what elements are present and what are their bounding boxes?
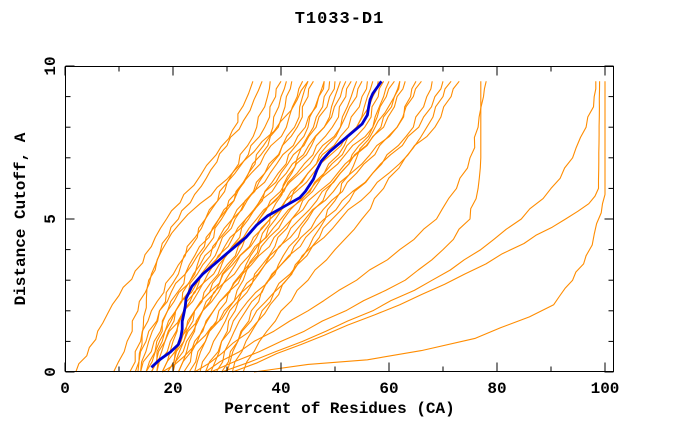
model-curve (161, 81, 309, 373)
model-curve (221, 81, 597, 373)
model-curve (210, 81, 482, 373)
model-curve (199, 81, 401, 373)
model-curve (172, 81, 325, 373)
x-tick-label: 100 (591, 380, 620, 398)
model-curve (194, 81, 358, 373)
model-curve (75, 81, 254, 373)
model-curve (129, 81, 282, 373)
model-curve (156, 81, 336, 373)
x-tick-label: 80 (487, 380, 506, 398)
model-curve (188, 80, 422, 373)
x-axis-title: Percent of Residues (CA) (224, 400, 455, 418)
model-curve (215, 81, 417, 373)
highlighted-model-curve (150, 80, 383, 369)
y-tick-label: 0 (42, 367, 60, 377)
model-curve (177, 81, 406, 373)
model-curve (226, 81, 390, 373)
model-curve (231, 81, 433, 373)
y-axis-title: Distance Cutoff, A (12, 132, 30, 306)
model-curve (172, 81, 368, 373)
x-tick-label: 0 (60, 380, 70, 398)
model-curve (113, 81, 263, 373)
x-tick-label: 60 (379, 380, 398, 398)
model-curve (205, 81, 487, 373)
model-curve (204, 81, 444, 373)
x-tick-label: 20 (163, 380, 182, 398)
y-tick-label: 5 (42, 214, 60, 224)
chart-title: T1033-D1 (294, 10, 385, 29)
model-curve (253, 81, 606, 373)
model-curve (145, 81, 293, 373)
model-curve (232, 81, 601, 373)
model-curve (140, 81, 325, 373)
model-curve (242, 80, 452, 373)
model-curve (161, 81, 331, 373)
model-curve (156, 81, 287, 373)
model-curve (137, 80, 309, 373)
model-curve (150, 81, 314, 373)
y-tick-label: 10 (42, 56, 60, 75)
model-curve (183, 81, 385, 373)
x-tick-label: 40 (271, 380, 290, 398)
model-curve (221, 80, 460, 373)
model-curve (194, 81, 401, 373)
plot-border (65, 66, 614, 372)
model-curve (140, 81, 271, 373)
